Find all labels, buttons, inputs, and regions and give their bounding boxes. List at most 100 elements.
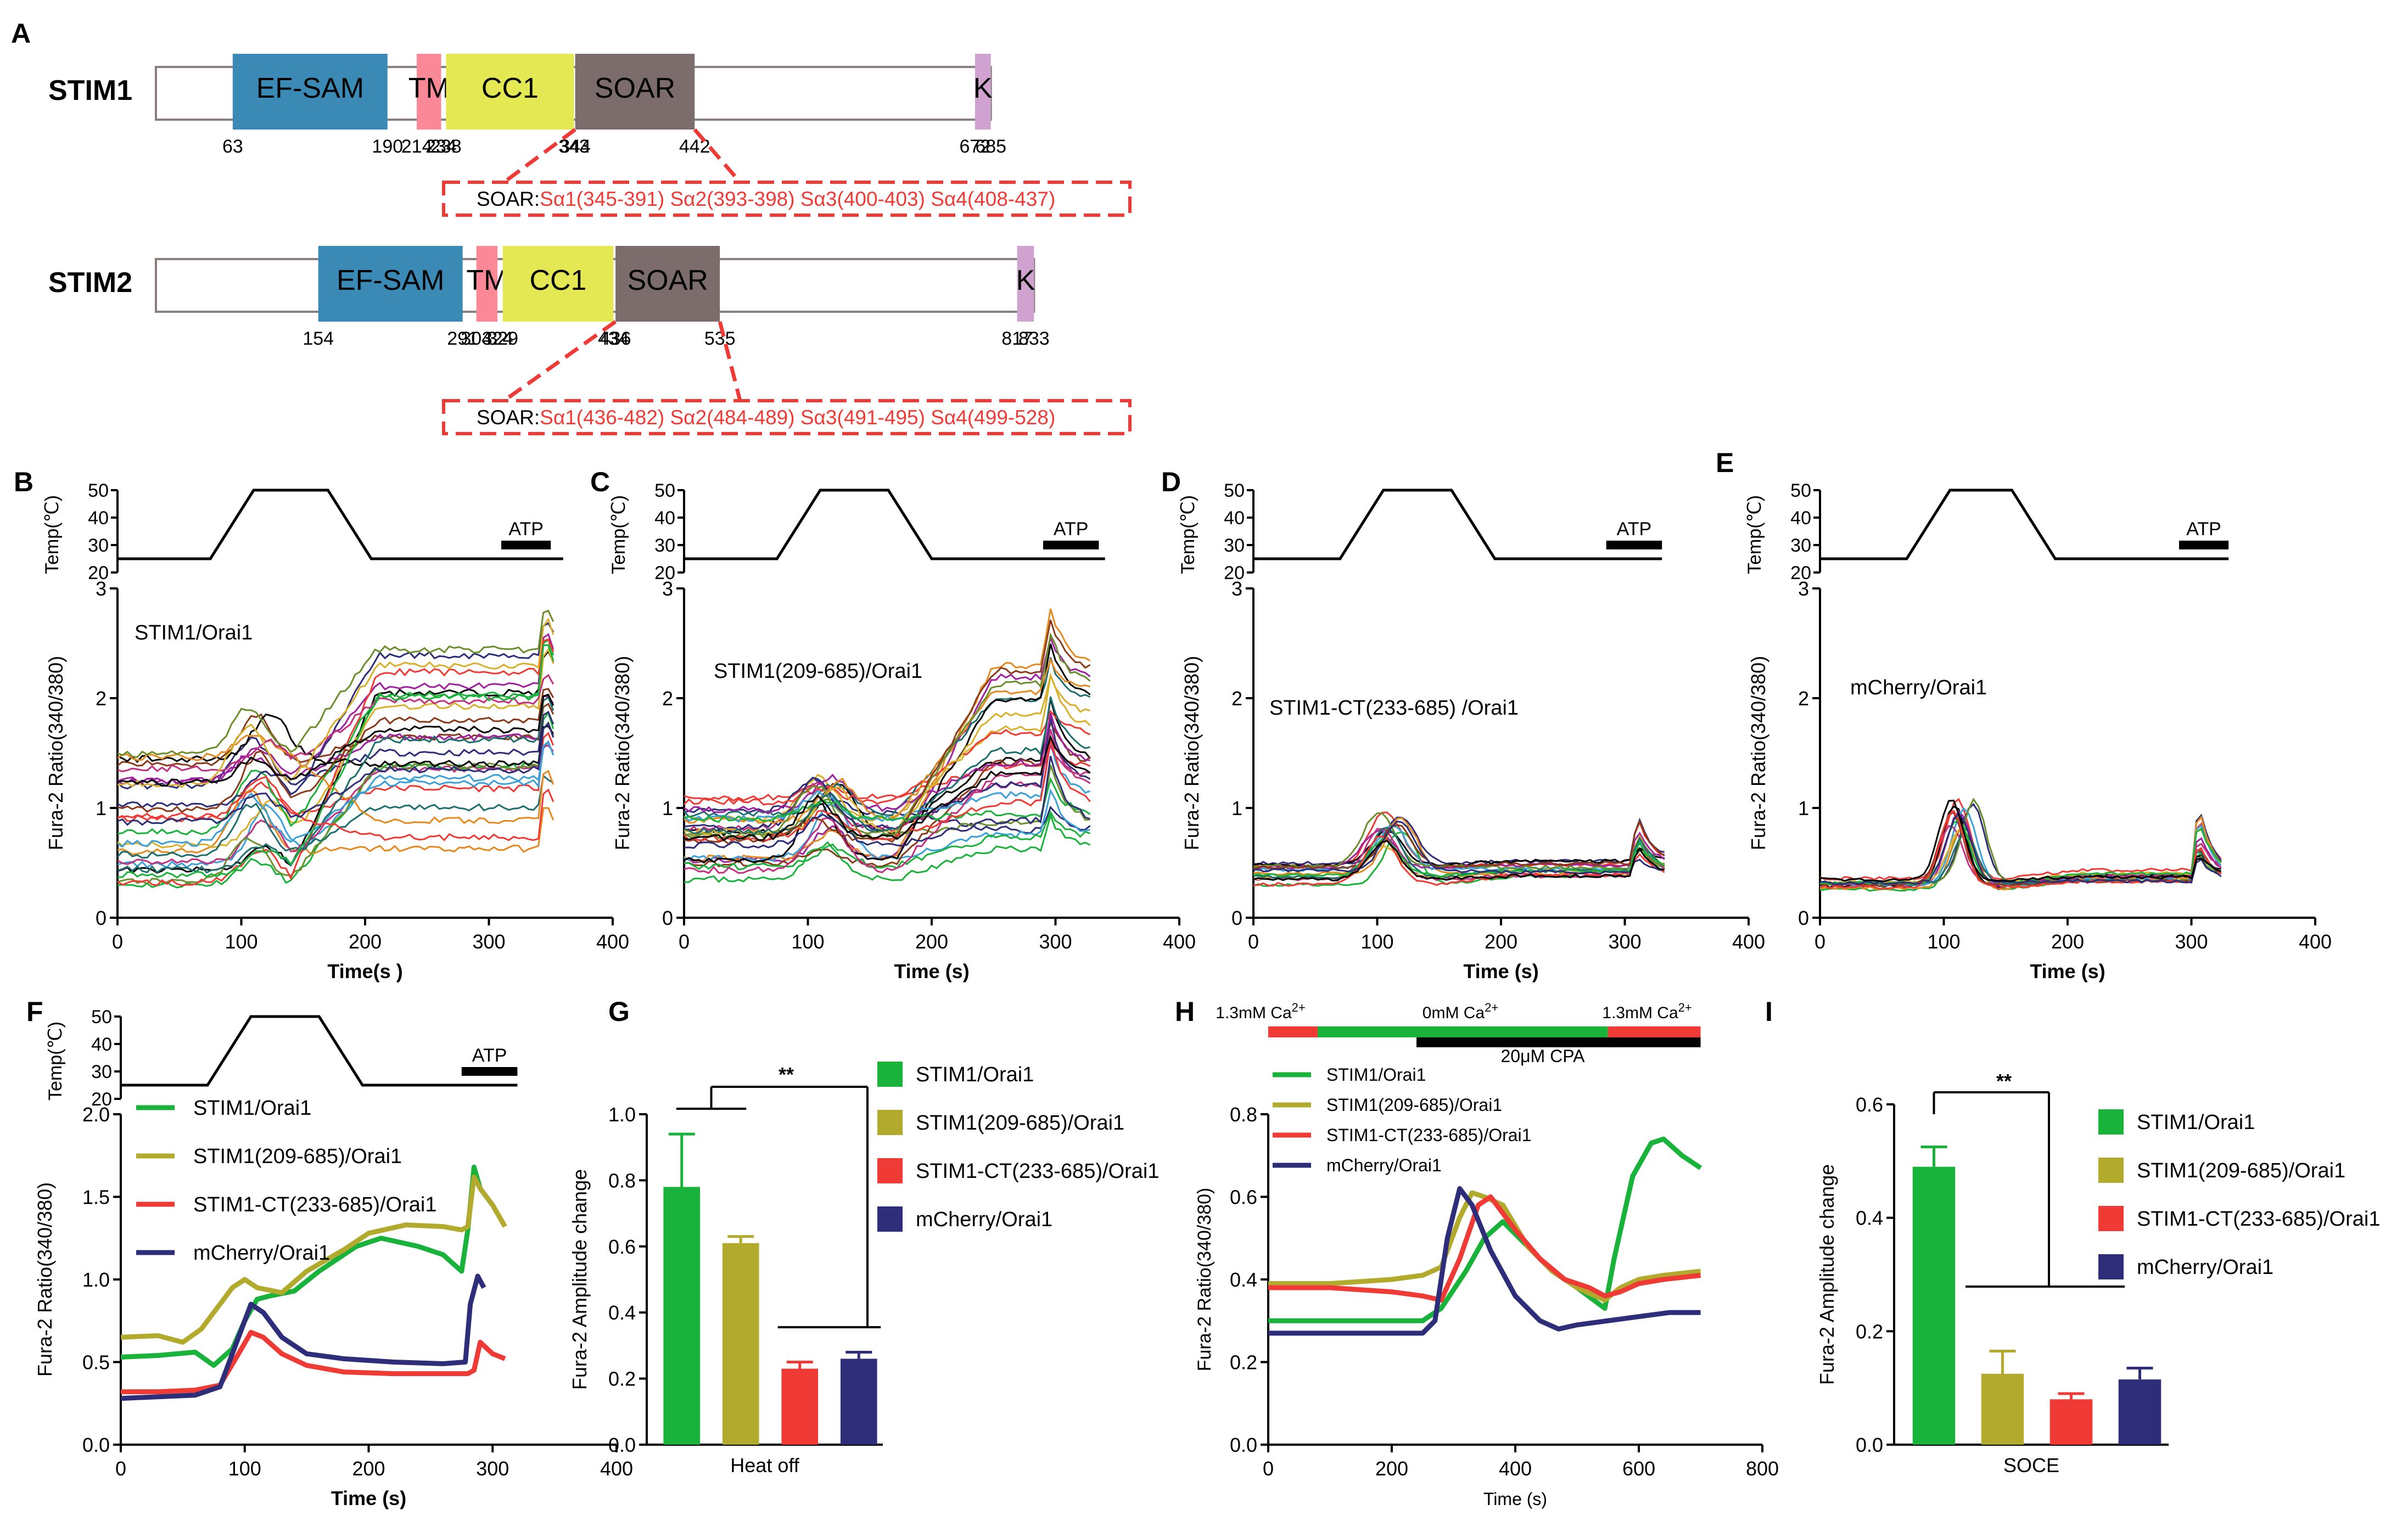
panel-letter-F: F <box>26 996 43 1027</box>
stim1-domain-label-2: CC1 <box>481 72 539 104</box>
chart5-bar-0 <box>663 1187 701 1445</box>
chart0-trace-22 <box>117 696 555 874</box>
stim2-domain-ef-sam <box>318 246 463 322</box>
stim1-domain-label-1: TM <box>408 72 450 104</box>
stim2-position-329: 329 <box>487 328 518 349</box>
chart3-ytick-label-2: 2 <box>1798 687 1809 710</box>
stim1-domain-label-0: EF-SAM <box>256 72 364 104</box>
chart5-legend-swatch-2 <box>877 1158 903 1183</box>
chart2-temp-axis-label: Temp(℃) <box>1178 495 1199 574</box>
chart2-atp-label: ATP <box>1617 519 1652 540</box>
chart4-ytick-label-1: 0.5 <box>82 1351 110 1374</box>
chart5-ylabel: Fura-2 Amplitude change <box>568 1169 591 1390</box>
chart6-ytick-label-0: 0.0 <box>1230 1434 1257 1456</box>
chart0-trace-0 <box>117 711 555 889</box>
chart1-trace-19 <box>684 743 1090 874</box>
chart2-xtick-label-4: 400 <box>1732 930 1765 953</box>
chart6-xtick-label-2: 400 <box>1499 1457 1532 1480</box>
chart5-ytick-label-3: 0.6 <box>608 1236 636 1258</box>
chart1-trace-22 <box>684 696 1090 835</box>
chart0-trace-26 <box>117 721 555 826</box>
chart1-trace-18 <box>684 742 1091 823</box>
chart1-trace-11 <box>684 720 1091 868</box>
chart2-xlabel: Time (s) <box>1463 960 1538 983</box>
chart0-trace-7 <box>117 744 554 865</box>
chart4-atp-bar <box>461 1067 518 1076</box>
chart6-protocol-label-drug: 20μM CPA <box>1501 1046 1586 1066</box>
chart3-ytick-label-1: 1 <box>1798 797 1809 819</box>
chart0-xtick-label-3: 300 <box>472 930 505 953</box>
stim2-domain-soar <box>615 246 720 322</box>
chart6-ytick-label-1: 0.2 <box>1230 1351 1257 1374</box>
chart2-ytick-label-0: 0 <box>1231 907 1242 929</box>
stim1-domain-k <box>975 54 991 130</box>
chart2-xtick-label-1: 100 <box>1360 930 1393 953</box>
chart1-xtick-label-4: 400 <box>1163 930 1196 953</box>
chart0-atp-label: ATP <box>508 519 544 540</box>
stim1-soar-detail-text: SOAR:Sα1(345-391) Sα2(393-398) Sα3(400-4… <box>477 188 1055 210</box>
chart4-temp-tick-label-1: 40 <box>91 1034 112 1055</box>
stim2-domain-k <box>1017 246 1034 322</box>
chart1-temp-tick-label-0: 50 <box>654 480 675 501</box>
chart6-ytick-label-4: 0.8 <box>1230 1103 1257 1126</box>
chart2-trace-1 <box>1253 811 1665 868</box>
chart2-xtick-label-2: 200 <box>1485 930 1517 953</box>
chart0-trace-10 <box>116 774 554 859</box>
chart1-trace-12 <box>684 810 1091 871</box>
chart3-xtick-label-3: 300 <box>2175 930 2208 953</box>
chart3-temperature-trace <box>1820 489 2229 560</box>
stim2-domain-label-4: K <box>1016 265 1035 296</box>
chart5-legend-label-2: STIM1-CT(233-685)/Orai1 <box>916 1160 1159 1183</box>
chart0-ytick-label-2: 2 <box>96 687 107 710</box>
chart0-trace-25 <box>117 776 555 841</box>
chart2-temp-tick-label-1: 40 <box>1224 508 1245 529</box>
chart6-xtick-label-4: 800 <box>1746 1457 1779 1480</box>
chart1-temperature-trace <box>684 489 1105 560</box>
chart0-trace-11 <box>117 703 555 768</box>
chart4-atp-label: ATP <box>472 1045 507 1066</box>
stim1-position-685: 685 <box>975 136 1006 157</box>
chart7-ytick-label-2: 0.4 <box>1856 1207 1883 1230</box>
chart0-trace-8 <box>117 721 555 885</box>
stim2-domain-tm <box>476 246 498 322</box>
stim1-position-238: 238 <box>430 136 462 157</box>
chart4-ytick-label-0: 0.0 <box>82 1434 110 1456</box>
chart7-legend-label-3: mCherry/Orai1 <box>2137 1256 2273 1279</box>
chart5-ytick-label-4: 0.8 <box>608 1169 636 1192</box>
chart7-legend-label-2: STIM1-CT(233-685)/Orai1 <box>2137 1208 2380 1231</box>
chart2-trace-15 <box>1253 840 1665 882</box>
stim1-soar-connector-left <box>502 128 576 184</box>
chart2-trace-12 <box>1253 838 1665 878</box>
chart1-temp-tick-label-2: 30 <box>654 535 675 556</box>
chart0-trace-5 <box>117 788 555 855</box>
chart0-temp-axis-label: Temp(℃) <box>42 495 63 574</box>
chart3-trace-2 <box>1819 802 2222 885</box>
chart0-xtick-label-0: 0 <box>112 930 123 953</box>
chart6-xlabel: Time (s) <box>1483 1489 1547 1509</box>
stim1-soar-detail-box <box>442 181 1132 217</box>
chart5-ytick-label-1: 0.2 <box>608 1368 636 1390</box>
stim2-position-817: 817 <box>1001 328 1033 349</box>
chart0-ytick-label-1: 1 <box>96 797 107 819</box>
stim2-position-833: 833 <box>1018 328 1050 349</box>
chart4-xlabel: Time (s) <box>331 1487 406 1509</box>
chart0-trace-13 <box>117 638 555 886</box>
chart4-xtick-label-0: 0 <box>115 1457 126 1480</box>
chart3-temp-tick-label-1: 40 <box>1790 508 1811 529</box>
chart0-trace-16 <box>117 695 555 785</box>
chart1-trace-17 <box>684 658 1090 824</box>
stim1-position-234: 234 <box>425 136 457 157</box>
chart1-trace-25 <box>683 738 1091 842</box>
chart4-legend-label-2: STIM1-CT(233-685)/Orai1 <box>193 1193 436 1216</box>
chart3-atp-label: ATP <box>2186 519 2221 540</box>
chart1-xtick-label-1: 100 <box>791 930 824 953</box>
chart4-series-2 <box>121 1329 506 1395</box>
chart1-xtick-label-2: 200 <box>915 930 948 953</box>
chart6-legend-label-1: STIM1(209-685)/Orai1 <box>1326 1095 1502 1115</box>
chart7-bar-3 <box>2118 1379 2161 1445</box>
chart3-trace-15 <box>1819 799 2222 883</box>
chart4-legend-label-1: STIM1(209-685)/Orai1 <box>193 1145 402 1168</box>
chart1-ytick-label-0: 0 <box>662 907 673 929</box>
chart1-temp-tick-label-3: 20 <box>654 563 675 583</box>
chart7-significance: ** <box>1996 1070 2012 1092</box>
